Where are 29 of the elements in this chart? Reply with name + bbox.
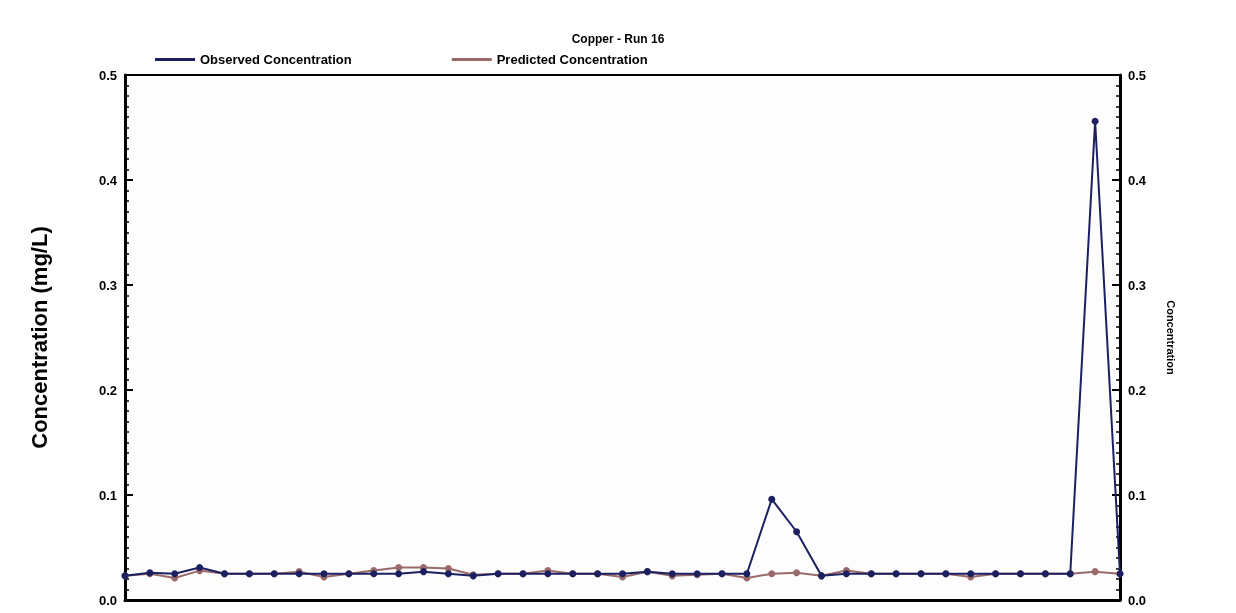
y-axis-title: Concentration (mg/L) [26,226,52,449]
point [768,570,776,578]
y-tick-label: 0.0 [98,592,117,608]
chart-title: Copper - Run 16 [571,32,665,46]
y-tick-label: 0.5 [98,67,117,83]
y2-tick-label: 0.2 [1128,382,1147,398]
point [420,568,427,576]
point [196,563,204,571]
y2-axis-title: Concentration [1164,300,1177,376]
legend-label: Observed Concentration [200,52,352,67]
y2-tick-label: 0.0 [1128,592,1147,608]
point [793,569,801,577]
point [743,570,751,578]
point [444,570,452,578]
y2-tick-label: 0.1 [1128,487,1147,503]
point [768,495,776,503]
legend-label: Predicted Concentration [496,52,648,67]
y2-tick-label: 0.3 [1128,277,1147,293]
point [1091,568,1099,576]
point [395,570,403,578]
point [171,570,179,578]
point [1091,117,1099,125]
y-tick-label: 0.1 [98,487,117,503]
y2-tick-label: 0.5 [1128,67,1147,83]
y-tick-label: 0.2 [98,382,117,398]
y-tick-label: 0.4 [98,172,118,188]
y2-tick-label: 0.4 [1128,172,1147,188]
point [793,528,801,536]
y-tick-label: 0.3 [98,277,117,293]
